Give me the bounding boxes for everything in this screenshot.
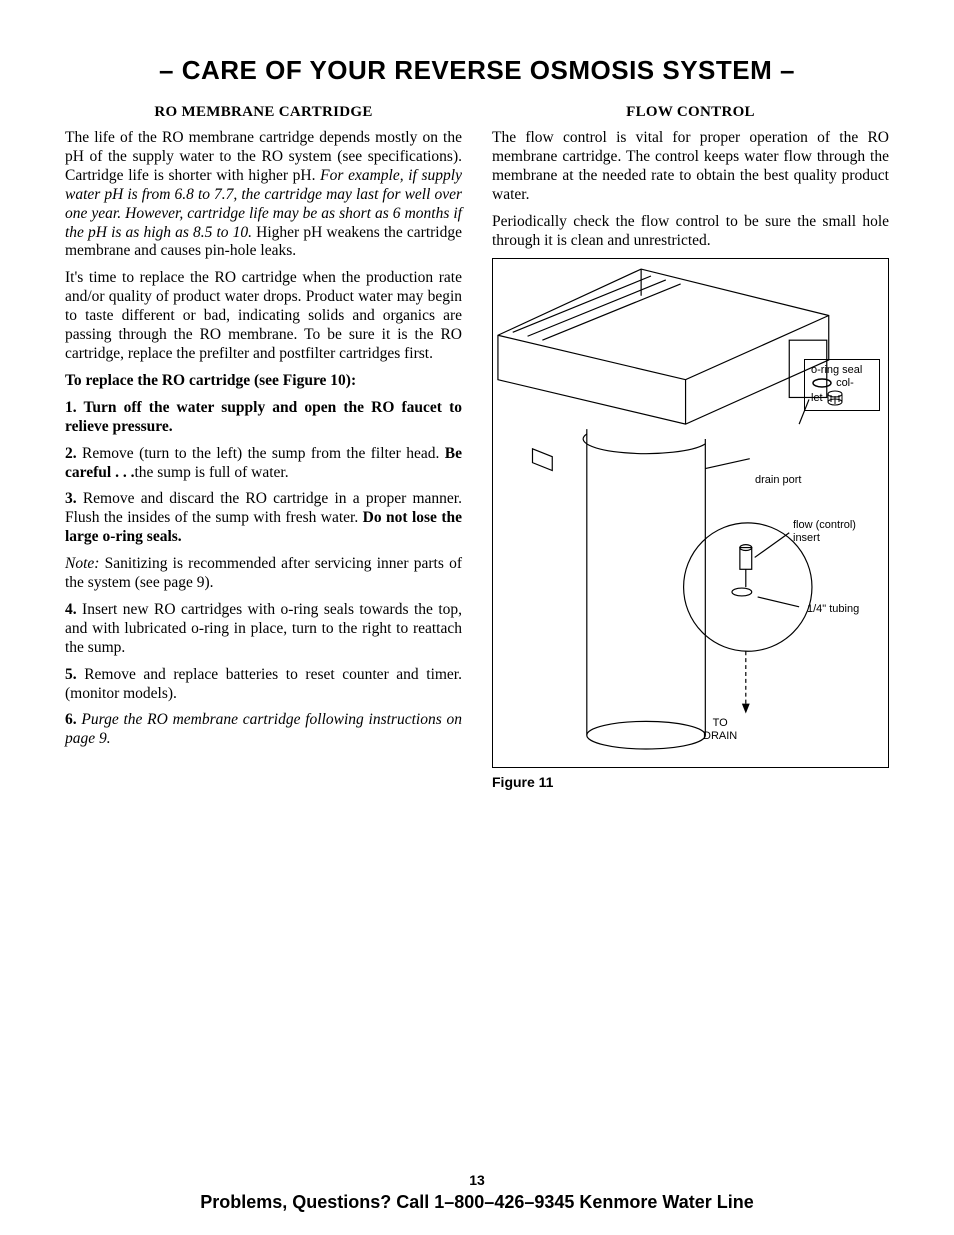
page-number: 13 <box>0 1172 954 1188</box>
page-title: – CARE OF YOUR REVERSE OSMOSIS SYSTEM – <box>65 55 889 86</box>
two-column-layout: RO MEMBRANE CARTRIDGE The life of the RO… <box>65 104 889 790</box>
step2-text: Remove (turn to the left) the sump from … <box>77 445 445 462</box>
right-p1: The flow control is vital for proper ope… <box>492 129 889 205</box>
left-p10: 6. Purge the RO membrane cartridge follo… <box>65 711 462 749</box>
step2-tail: the sump is full of water. <box>134 464 288 481</box>
label-oring: o-ring seal <box>811 364 862 376</box>
label-to-drain: TO DRAIN <box>703 717 737 742</box>
left-p8: 4. Insert new RO cartridges with o-ring … <box>65 601 462 658</box>
step5-text: Remove and replace batteries to reset co… <box>65 666 462 702</box>
note-label: Note: <box>65 555 99 572</box>
left-p4: 1. Turn off the water supply and open th… <box>65 399 462 437</box>
step5-num: 5. <box>65 666 77 683</box>
left-heading: RO MEMBRANE CARTRIDGE <box>65 104 462 121</box>
figure-caption: Figure 11 <box>492 774 889 790</box>
step3-num: 3. <box>65 490 77 507</box>
left-p9: 5. Remove and replace batteries to reset… <box>65 666 462 704</box>
right-heading: FLOW CONTROL <box>492 104 889 121</box>
left-p7: Note: Sanitizing is recommended after se… <box>65 555 462 593</box>
label-tubing: 1/4" tubing <box>807 603 859 616</box>
left-p5: 2. Remove (turn to the left) the sump fr… <box>65 445 462 483</box>
footer-help-line: Problems, Questions? Call 1–800–426–9345… <box>0 1192 954 1213</box>
left-p6: 3. Remove and discard the RO cartridge i… <box>65 490 462 547</box>
label-drain-port: drain port <box>755 474 801 487</box>
diagram-svg <box>493 259 888 767</box>
step6-text: Purge the RO membrane cartridge followin… <box>65 711 462 747</box>
document-page: – CARE OF YOUR REVERSE OSMOSIS SYSTEM – … <box>0 0 954 1235</box>
step6-num: 6. <box>65 711 81 728</box>
right-column: FLOW CONTROL The flow control is vital f… <box>492 104 889 790</box>
oring-icon <box>811 377 833 389</box>
step4-text: Insert new RO cartridges with o-ring sea… <box>65 601 462 656</box>
label-flow-insert: flow (control) insert <box>793 519 856 544</box>
right-p2: Periodically check the flow control to b… <box>492 213 889 251</box>
label-oring-collet: o-ring seal col- let <box>804 359 880 410</box>
figure-11-diagram: o-ring seal col- let drain port flow (co… <box>492 258 889 768</box>
left-p1: The life of the RO membrane cartridge de… <box>65 129 462 261</box>
left-p2: It's time to replace the RO cartridge wh… <box>65 269 462 364</box>
left-p3: To replace the RO cartridge (see Figure … <box>65 372 462 391</box>
collet-icon <box>826 390 844 406</box>
page-footer: 13 Problems, Questions? Call 1–800–426–9… <box>0 1172 954 1213</box>
note-text: Sanitizing is recommended after servicin… <box>65 555 462 591</box>
step4-num: 4. <box>65 601 77 618</box>
step2-num: 2. <box>65 445 77 462</box>
left-column: RO MEMBRANE CARTRIDGE The life of the RO… <box>65 104 462 790</box>
